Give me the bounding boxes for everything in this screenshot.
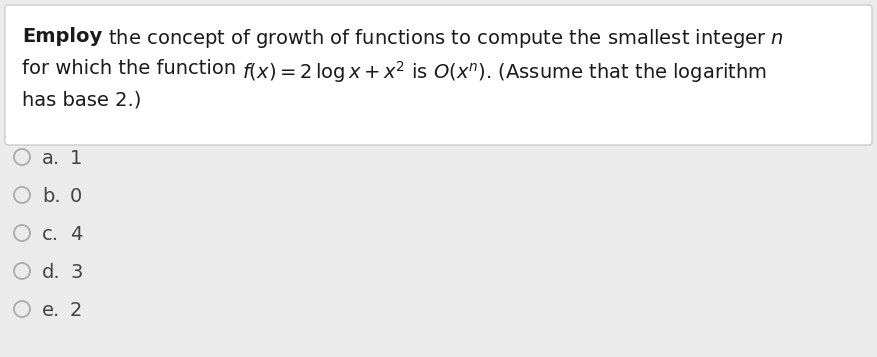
Text: has base 2.): has base 2.) bbox=[22, 91, 141, 110]
Text: for which the function: for which the function bbox=[22, 59, 242, 78]
Text: 4: 4 bbox=[70, 225, 82, 244]
Text: a.: a. bbox=[42, 149, 61, 168]
Text: e.: e. bbox=[42, 301, 61, 320]
Text: 0: 0 bbox=[70, 187, 82, 206]
Text: 2: 2 bbox=[70, 301, 82, 320]
Text: Employ: Employ bbox=[22, 27, 103, 46]
Text: b.: b. bbox=[42, 187, 61, 206]
Text: $f(x) = 2\,\log x + x^2$ is $O(x^n)$. (Assume that the logarithm: $f(x) = 2\,\log x + x^2$ is $O(x^n)$. (A… bbox=[242, 59, 767, 85]
Text: c.: c. bbox=[42, 225, 59, 244]
Text: the concept of growth of functions to compute the smallest integer $\mathit{n}$: the concept of growth of functions to co… bbox=[103, 27, 784, 50]
FancyBboxPatch shape bbox=[5, 5, 872, 145]
Text: 1: 1 bbox=[70, 149, 82, 168]
Text: 3: 3 bbox=[70, 263, 82, 282]
Text: d.: d. bbox=[42, 263, 61, 282]
